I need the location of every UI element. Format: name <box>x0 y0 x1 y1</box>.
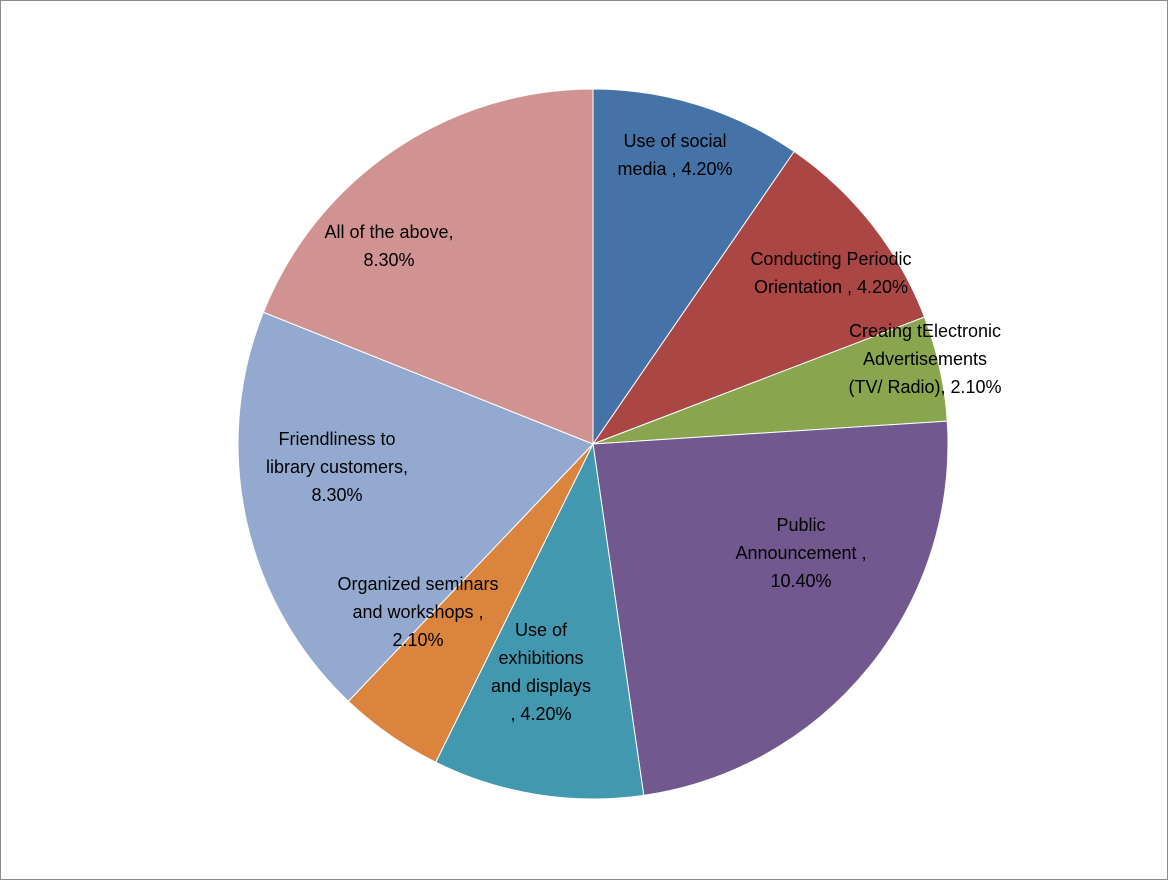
slice-label-line: 2.10% <box>392 630 443 650</box>
slice-label-line: , 4.20% <box>510 704 571 724</box>
slices-layer <box>237 88 949 800</box>
slice-label-line: 10.40% <box>770 571 831 591</box>
slice-data-label: Use of social media , 4.20% <box>617 131 732 179</box>
slice-label-line: and workshops , <box>352 602 483 622</box>
slice-data-label: Use of exhibitions and displays , 4.20% <box>491 620 591 724</box>
slice-label-line: and displays <box>491 676 591 696</box>
slice-label-line: Use of social <box>623 131 726 151</box>
slice-data-label: Organized seminars and workshops , 2.10% <box>337 574 498 650</box>
slice-label-line: All of the above, <box>324 222 453 242</box>
pie-slice <box>262 88 594 445</box>
slice-label-line: Use of <box>515 620 568 640</box>
slice-label-line: 8.30% <box>363 250 414 270</box>
slice-label-line: (TV/ Radio), 2.10% <box>848 377 1001 397</box>
slice-label-line: Organized seminars <box>337 574 498 594</box>
slice-label-line: Creaing tElectronic <box>849 321 1001 341</box>
slice-label-line: 8.30% <box>311 485 362 505</box>
slice-label-line: media , 4.20% <box>617 159 732 179</box>
labels-layer: Use of social media , 4.20% Conducting Per… <box>266 131 1002 724</box>
slice-label-line: Conducting Periodic <box>750 249 911 269</box>
slice-label-line: Announcement , <box>735 543 866 563</box>
pie-slice <box>592 420 949 796</box>
slice-data-label: All of the above, 8.30% <box>324 222 453 270</box>
slice-label-line: Public <box>776 515 825 535</box>
slice-data-label: Friendliness to library customers, 8.30% <box>266 429 408 505</box>
pie-slice <box>591 150 926 446</box>
pie-slice <box>592 88 795 446</box>
slice-data-label: Creaing tElectronic Advertisements (TV/ Ra… <box>848 321 1001 397</box>
slice-label-line: Friendliness to <box>278 429 395 449</box>
slice-data-label: Public Announcement , 10.40% <box>735 515 866 591</box>
slice-label-line: Orientation , 4.20% <box>754 277 908 297</box>
slice-label-line: library customers, <box>266 457 408 477</box>
pie-slice <box>435 442 645 800</box>
slice-data-label: Conducting Periodic Orientation , 4.20% <box>750 249 911 297</box>
pie-slice <box>237 311 594 702</box>
slice-label-line: exhibitions <box>498 648 583 668</box>
slice-label-line: Advertisements <box>863 349 987 369</box>
